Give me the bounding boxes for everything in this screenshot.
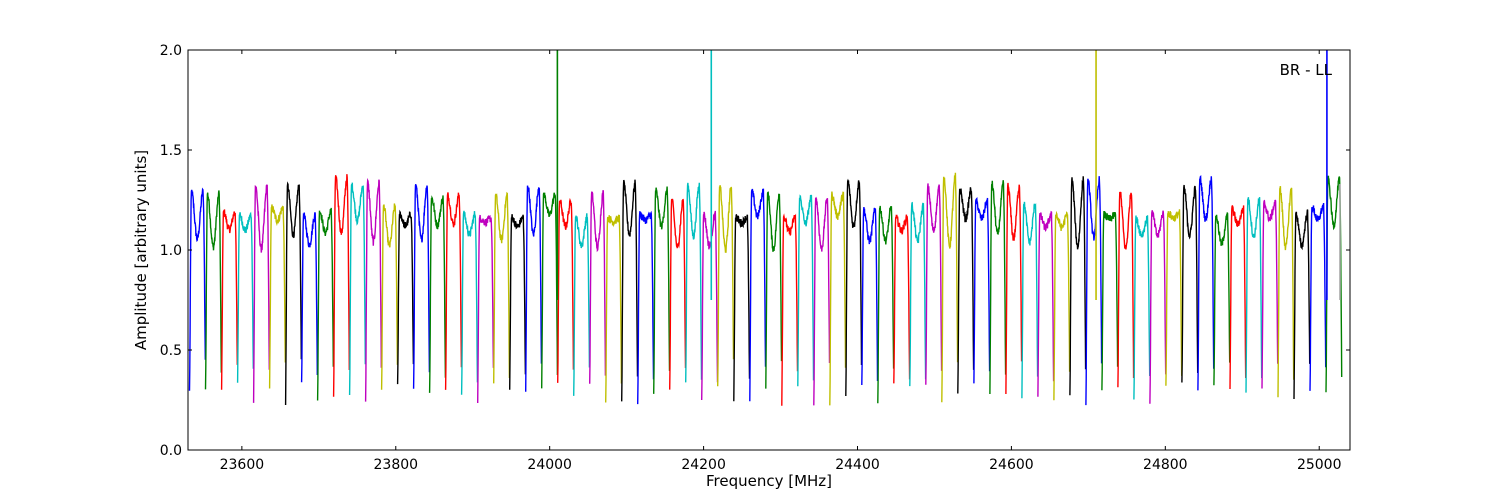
band-curve (861, 207, 879, 386)
x-tick-label: 24200 (681, 457, 726, 473)
band-curve (1293, 209, 1311, 400)
band-curve (573, 213, 591, 396)
spike-layer (556, 50, 1341, 300)
band-curve (1133, 215, 1151, 400)
annotation-label: BR - LL (1280, 61, 1333, 79)
band-curve (669, 198, 687, 390)
x-axis: 23600 23800 24000 24200 24400 24600 24800 25000 (220, 50, 1342, 473)
band-curve (1101, 210, 1119, 391)
band-curve (316, 207, 334, 401)
x-tick-label: 24800 (1143, 457, 1188, 473)
x-tick-label: 23800 (374, 457, 419, 473)
x-axis-label: Frequency [MHz] (706, 472, 832, 490)
band-curve (877, 205, 895, 404)
band-curve (605, 214, 623, 403)
band-curve (477, 214, 495, 404)
band-curve (1309, 202, 1327, 391)
band-curve (1277, 185, 1295, 398)
band-curve (893, 214, 911, 384)
band-curve (541, 192, 559, 389)
band-curve (1069, 176, 1087, 396)
band-curve (797, 194, 815, 387)
x-tick-label: 24400 (835, 457, 880, 473)
band-curve (204, 190, 222, 390)
x-tick-label: 23600 (220, 457, 265, 473)
band-curve (412, 183, 431, 389)
band-curve (284, 181, 302, 406)
band-curve (348, 182, 366, 396)
band-curve (621, 179, 639, 402)
band-curve (557, 197, 575, 383)
band-curve (1149, 210, 1167, 404)
band-curve (1005, 182, 1023, 395)
y-tick-label: 0.0 (160, 443, 182, 459)
y-axis: 0.0 0.5 1.0 1.5 2.0 (160, 43, 1350, 459)
band-curve (845, 178, 863, 397)
x-tick-label: 24600 (989, 457, 1034, 473)
band-curve (444, 192, 463, 390)
band-curve (1245, 197, 1263, 393)
band-curve (813, 196, 831, 406)
band-curve (332, 174, 350, 397)
band-curve (925, 183, 943, 385)
y-tick-label: 1.0 (160, 243, 182, 259)
band-curve (1165, 209, 1183, 386)
band-curve (493, 191, 511, 384)
band-curve (1037, 210, 1055, 397)
band-curve (701, 210, 719, 401)
band-curve (941, 172, 959, 403)
x-tick-label: 25000 (1297, 457, 1342, 473)
band-curve (653, 186, 671, 394)
series-layer (188, 172, 1343, 406)
band-curve (380, 203, 399, 390)
band-curve (236, 211, 254, 383)
band-curve (781, 213, 799, 406)
y-tick-label: 2.0 (160, 43, 182, 59)
band-curve (1053, 210, 1071, 401)
band-curve (1261, 199, 1279, 389)
y-axis-label: Amplitude [arbitrary units] (132, 150, 150, 350)
band-curve (428, 195, 447, 393)
band-curve (989, 180, 1007, 395)
band-curve (685, 182, 703, 383)
band-curve (1213, 212, 1231, 386)
band-curve (637, 210, 655, 405)
band-curve (268, 204, 286, 389)
band-curve (509, 214, 527, 390)
band-curve (717, 185, 735, 387)
band-curve (1021, 201, 1039, 399)
band-curve (188, 187, 206, 391)
band-curve (364, 177, 382, 402)
band-curve (252, 183, 270, 403)
y-tick-label: 1.5 (160, 143, 182, 159)
band-curve (1197, 174, 1215, 391)
band-curve (396, 209, 415, 385)
band-curve (1117, 191, 1135, 388)
band-curve (909, 201, 927, 387)
band-curve (829, 191, 847, 406)
band-curve (733, 213, 751, 402)
band-curve (1229, 205, 1247, 390)
band-curve (749, 188, 767, 402)
band-curve (973, 197, 991, 384)
y-tick-label: 0.5 (160, 343, 182, 359)
band-curve (957, 187, 975, 394)
band-curve (1325, 175, 1343, 393)
band-curve (1085, 176, 1103, 406)
band-curve (525, 185, 543, 392)
band-curve (765, 191, 783, 389)
band-curve (1181, 184, 1199, 383)
band-curve (460, 210, 479, 395)
x-tick-label: 24000 (527, 457, 572, 473)
band-curve (220, 209, 238, 390)
band-curve (589, 190, 607, 384)
band-curve (300, 212, 318, 383)
